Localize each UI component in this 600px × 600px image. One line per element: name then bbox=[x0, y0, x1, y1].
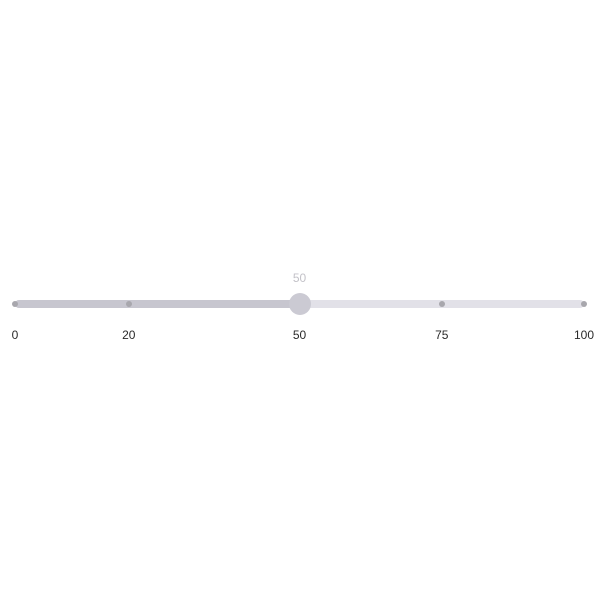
slider[interactable]: 0 20 50 75 100 50 bbox=[11, 260, 594, 350]
slider-value-label: 50 bbox=[292, 271, 307, 285]
slider-mark-label: 100 bbox=[573, 328, 595, 342]
slider-mark-label: 0 bbox=[11, 328, 19, 342]
slider-mark-dot bbox=[438, 301, 445, 307]
slider-mark-label: 20 bbox=[122, 328, 136, 342]
slider-thumb[interactable] bbox=[288, 293, 311, 315]
slider-mark-label: 75 bbox=[435, 328, 449, 342]
slider-track bbox=[15, 300, 300, 308]
slider-mark-dot bbox=[12, 301, 18, 307]
slider-mark-dot bbox=[125, 301, 132, 307]
slider-mark-dot bbox=[581, 301, 587, 307]
slider-mark-label: 50 bbox=[292, 328, 307, 342]
